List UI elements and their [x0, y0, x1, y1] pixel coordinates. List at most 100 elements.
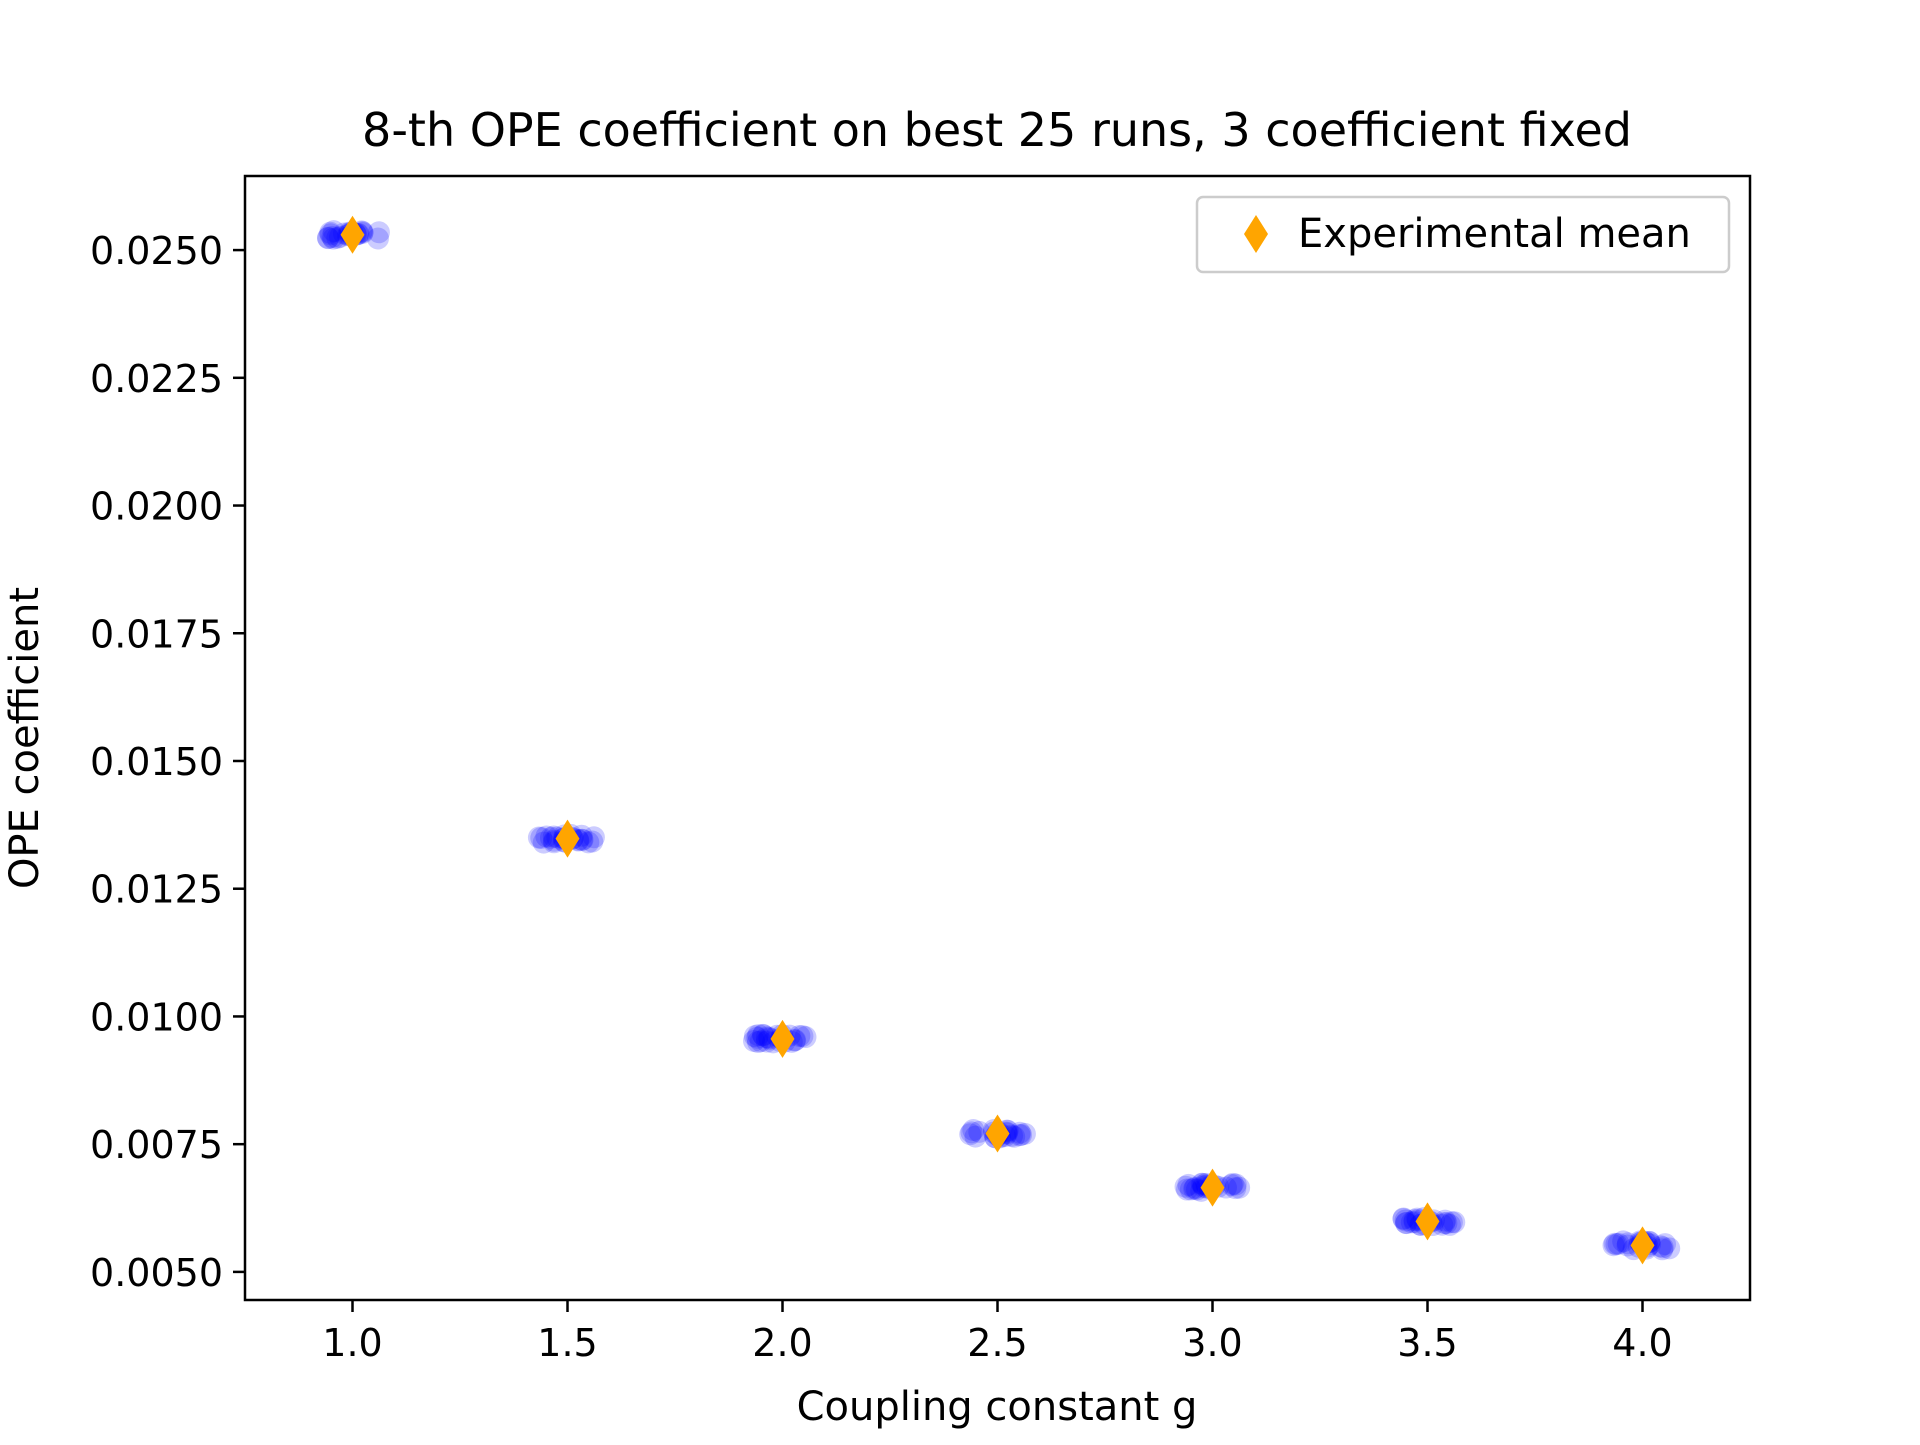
run-point [1658, 1237, 1681, 1260]
run-point [960, 1121, 983, 1144]
run-point [1443, 1211, 1466, 1234]
run-point [1612, 1230, 1635, 1253]
run-point [1008, 1121, 1031, 1144]
run-point [1394, 1209, 1417, 1232]
mean-point [1200, 1168, 1225, 1207]
chart-title: 8-th OPE coefficient on best 25 runs, 3 … [362, 103, 1632, 157]
run-point [577, 831, 600, 854]
run-point [742, 1029, 765, 1052]
legend-label-experimental-mean: Experimental mean [1298, 211, 1691, 257]
run-point [1400, 1211, 1423, 1234]
run-point [1654, 1233, 1677, 1256]
run-point [962, 1118, 985, 1141]
run-point [968, 1120, 991, 1143]
run-point [1224, 1173, 1247, 1196]
run-point [582, 826, 605, 849]
run-point [1177, 1173, 1200, 1196]
x-axis-ticks: 1.0 1.5 2.0 2.5 3.0 3.5 4.0 [322, 1300, 1673, 1365]
y-tick-label: 0.0050 [90, 1251, 223, 1295]
run-point [1186, 1178, 1209, 1201]
x-tick-label: 1.0 [322, 1321, 382, 1365]
run-point [747, 1024, 770, 1047]
run-point [1433, 1211, 1456, 1234]
y-axis-ticks: 0.0050 0.0075 0.0100 0.0125 0.0150 0.0175 0.02… [90, 229, 245, 1295]
run-point [1003, 1125, 1026, 1148]
run-point [1184, 1176, 1207, 1199]
x-tick-label: 3.5 [1397, 1321, 1457, 1365]
run-point [743, 1025, 766, 1048]
run-point [321, 225, 344, 248]
run-point [1392, 1208, 1415, 1231]
mean-point [1415, 1202, 1440, 1241]
run-point [1603, 1232, 1626, 1255]
x-tick-label: 4.0 [1612, 1321, 1672, 1365]
legend-diamond-marker [1244, 215, 1268, 253]
run-point [1224, 1177, 1247, 1200]
run-point [527, 826, 550, 849]
mean-point [985, 1114, 1010, 1153]
x-tick-label: 3.0 [1182, 1321, 1242, 1365]
legend-box [1195, 195, 1731, 274]
run-point [746, 1026, 769, 1049]
run-point [530, 826, 553, 849]
plot-frame [243, 174, 1752, 1302]
run-point [581, 830, 604, 853]
run-point [1220, 1174, 1243, 1197]
x-tick-label: 2.0 [752, 1321, 812, 1365]
run-point [367, 221, 390, 244]
run-point [1179, 1178, 1202, 1201]
run-point [1605, 1233, 1628, 1256]
x-axis-label: Coupling constant g [797, 1384, 1198, 1430]
run-point [746, 1030, 769, 1053]
run-point [539, 826, 562, 849]
run-point [1434, 1209, 1457, 1232]
mean-point [770, 1019, 795, 1058]
y-tick-label: 0.0200 [90, 485, 223, 529]
run-point [1228, 1176, 1251, 1199]
run-point [788, 1025, 811, 1048]
run-point [1176, 1178, 1199, 1201]
mean-point [1630, 1226, 1655, 1265]
run-point [1395, 1211, 1418, 1234]
y-tick-label: 0.0250 [90, 229, 223, 273]
run-point [959, 1123, 982, 1146]
run-point [1649, 1235, 1672, 1258]
run-point [571, 828, 594, 851]
x-tick-label: 2.5 [967, 1321, 1027, 1365]
run-point [1183, 1177, 1206, 1200]
run-point [317, 226, 340, 249]
run-point [322, 227, 345, 250]
run-point [1013, 1122, 1036, 1145]
run-point [1392, 1207, 1415, 1230]
run-point [319, 221, 342, 244]
y-tick-label: 0.0100 [90, 995, 223, 1039]
y-tick-label: 0.0125 [90, 868, 223, 912]
run-point [1174, 1175, 1197, 1198]
run-point [1651, 1238, 1674, 1261]
x-tick-label: 1.5 [537, 1321, 597, 1365]
run-point [1651, 1236, 1674, 1259]
y-tick-label: 0.0225 [90, 357, 223, 401]
mean-point [555, 819, 580, 858]
run-point [1395, 1212, 1418, 1235]
mean-markers-layer [340, 215, 1655, 1265]
run-point [1435, 1212, 1458, 1235]
run-point [1438, 1213, 1461, 1236]
run-point [791, 1025, 814, 1048]
y-tick-label: 0.0175 [90, 612, 223, 656]
legend: Experimental mean [1195, 195, 1731, 274]
run-point [317, 227, 340, 250]
mean-point [340, 215, 365, 254]
run-point [319, 223, 342, 246]
run-point [794, 1026, 817, 1049]
run-point [535, 825, 558, 848]
y-tick-label: 0.0075 [90, 1123, 223, 1167]
run-point [1221, 1172, 1244, 1195]
y-axis-label: OPE coefficient [2, 587, 48, 889]
run-point [752, 1023, 775, 1046]
run-point [1010, 1123, 1033, 1146]
run-point [1607, 1232, 1630, 1255]
y-tick-label: 0.0150 [90, 740, 223, 784]
